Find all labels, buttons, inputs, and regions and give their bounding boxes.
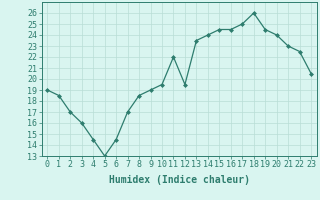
X-axis label: Humidex (Indice chaleur): Humidex (Indice chaleur) [109,175,250,185]
